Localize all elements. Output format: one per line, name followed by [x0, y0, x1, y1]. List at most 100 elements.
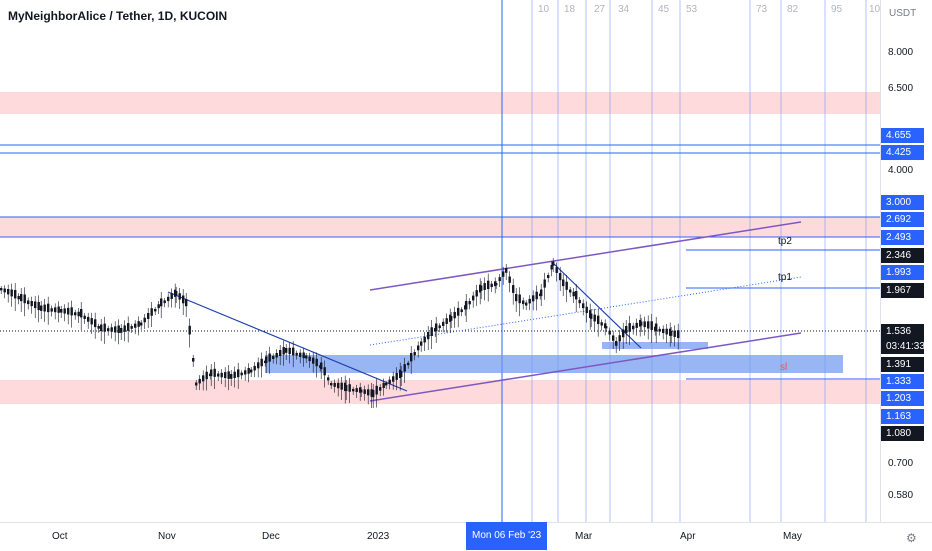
candle-body — [612, 335, 615, 341]
price-tick: 0.700 — [888, 458, 914, 469]
time-label: Nov — [158, 531, 176, 542]
price-tick: 8.000 — [888, 47, 914, 58]
candle-body — [17, 296, 20, 300]
candle-body — [154, 309, 157, 312]
candle-body — [80, 309, 83, 318]
candle-body — [483, 283, 486, 290]
downtrend-line-1[interactable] — [167, 291, 408, 392]
candle-body — [468, 301, 471, 305]
candle-body — [14, 290, 17, 299]
time-label: Dec — [262, 531, 280, 542]
candle-body — [77, 311, 80, 317]
candle-body — [30, 301, 33, 307]
candle-body — [110, 327, 113, 332]
candle-body — [465, 301, 468, 310]
candle-body — [295, 352, 298, 356]
candle-body — [442, 321, 445, 327]
candle-body — [600, 322, 603, 326]
candle-body — [10, 289, 13, 297]
channel-lower[interactable] — [369, 332, 802, 402]
candle-body — [94, 319, 97, 328]
tp2-label[interactable]: tp2 — [778, 236, 792, 247]
candle-body — [100, 324, 103, 332]
price-badge: 2.346 — [881, 248, 924, 263]
channel-upper[interactable] — [369, 221, 802, 291]
candle-body — [407, 362, 410, 366]
candle-body — [647, 321, 650, 329]
candle-body — [615, 341, 618, 346]
price-tick: 4.000 — [888, 165, 914, 176]
candle-body — [292, 347, 295, 356]
price-badge: 4.655 — [881, 128, 924, 143]
candle-body — [658, 328, 661, 332]
price-badge: 1.203 — [881, 391, 924, 406]
candle-body — [282, 347, 285, 355]
candle-body — [604, 323, 607, 329]
candle-body — [217, 373, 220, 377]
candle-body — [417, 345, 420, 351]
candle-body — [120, 328, 123, 333]
fib-zone-label: 106 — [869, 4, 886, 15]
candle-body — [143, 317, 146, 323]
tp1-label[interactable]: tp1 — [778, 272, 792, 283]
candle-body — [562, 279, 565, 287]
candle-body — [308, 356, 311, 362]
fib-zone-label: 95 — [831, 4, 843, 15]
candle-body — [279, 350, 282, 356]
candle-body — [60, 309, 63, 313]
candle-body — [240, 372, 243, 376]
candle-body — [559, 273, 562, 281]
candle-body — [237, 369, 240, 378]
price-badge: 1.536 — [881, 324, 924, 339]
candle-body — [40, 305, 43, 311]
candle-body — [498, 277, 501, 282]
candle-body — [175, 291, 178, 296]
candle-body — [220, 372, 223, 378]
candle-body — [382, 382, 385, 388]
candle-body — [305, 355, 308, 359]
candle-body — [423, 336, 426, 343]
candle-body — [117, 325, 120, 333]
price-badge: 1.993 — [881, 265, 924, 280]
candle-body — [285, 348, 288, 353]
candle-body — [227, 371, 230, 379]
candle-body — [640, 321, 643, 326]
candle-body — [650, 321, 653, 330]
candle-body — [130, 326, 133, 329]
candle-body — [210, 369, 213, 377]
candle-body — [622, 329, 625, 338]
candle-body — [67, 307, 70, 315]
candle-body — [582, 303, 585, 309]
countdown-badge: 03:41:33 — [881, 339, 925, 354]
sl-label[interactable]: sl — [780, 362, 788, 373]
time-label: May — [783, 531, 802, 542]
candle-body — [370, 389, 373, 397]
candle-body — [535, 291, 538, 300]
candle-body — [323, 367, 326, 376]
entry-box[interactable] — [602, 342, 708, 349]
candle-body — [268, 353, 271, 362]
fib-zone-label: 82 — [787, 4, 799, 15]
candle-body — [320, 362, 323, 370]
candle-body — [63, 308, 66, 314]
candle-body — [395, 372, 398, 380]
downtrend-line-2[interactable] — [551, 261, 642, 349]
fib-zone-label: 18 — [564, 4, 576, 15]
candle-body — [188, 325, 191, 335]
candle-body — [230, 374, 233, 379]
channel-mid[interactable] — [369, 276, 802, 346]
candle-body — [379, 387, 382, 391]
candle-body — [157, 304, 160, 309]
demand-box[interactable] — [265, 355, 843, 373]
candle-body — [352, 388, 355, 392]
candle-body — [540, 289, 543, 297]
candle-body — [487, 280, 490, 290]
candle-body — [70, 307, 73, 316]
symbol-title[interactable]: MyNeighborAlice / Tether, 1D, KUCOIN — [8, 9, 228, 23]
fib-zone-label: 10 — [538, 4, 550, 15]
gear-icon[interactable]: ⚙ — [906, 531, 917, 545]
currency-label: USDT — [889, 8, 917, 19]
candle-body — [367, 389, 370, 396]
price-badge: 1.080 — [881, 426, 924, 441]
